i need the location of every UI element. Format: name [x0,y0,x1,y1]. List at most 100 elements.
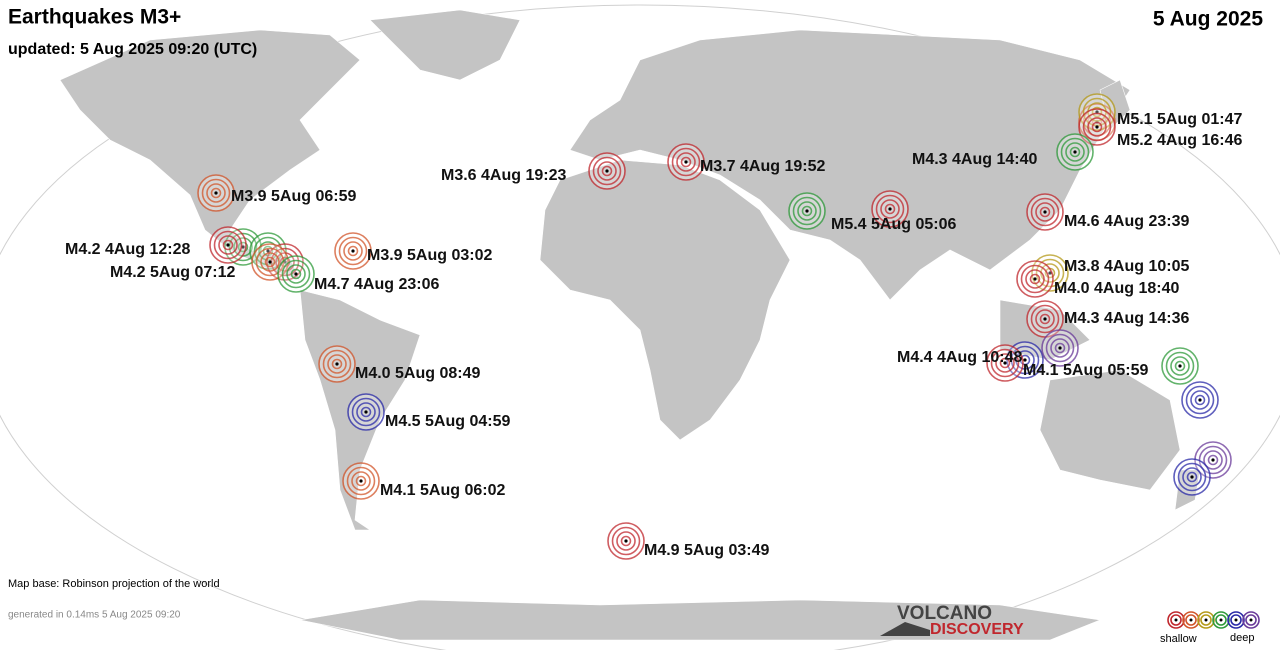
quake-ring [1035,258,1065,288]
legend [1167,611,1260,629]
quake-ring [338,236,368,266]
quake-ring [290,268,302,280]
quake-ring [1087,117,1107,137]
quake-ring [1050,338,1070,358]
quake-ring [995,353,1015,373]
quake-ring [680,156,692,168]
quake-ring [1174,360,1186,372]
quake-ring [597,161,617,181]
quake-ring [616,531,636,551]
quake-ring [346,466,376,496]
quake-center [1043,317,1047,321]
quake-label: M4.3 4Aug 14:40 [912,151,1037,168]
quake-center [1033,277,1037,281]
date: 5 Aug 2025 [1153,8,1263,31]
quake-ring [360,406,372,418]
legend-center [1204,618,1208,622]
quake-ring [201,178,231,208]
quake-ring [611,526,641,556]
quake-label: M4.4 4Aug 10:48 [897,349,1022,366]
quake-ring [1030,197,1060,227]
legend-deep: deep [1230,632,1254,644]
quake-label: M5.4 5Aug 05:06 [831,216,956,233]
quake-center [1211,458,1215,462]
quake-ring [1165,351,1195,381]
legend-center [1189,618,1193,622]
generated: generated in 0.14ms 5 Aug 2025 09:20 [8,610,181,621]
quake-center [364,410,368,414]
legend-ring [1167,611,1185,629]
quake-ring [1029,273,1041,285]
quake-ring [1045,333,1075,363]
quake-center [1023,358,1027,362]
quake-ring [1015,350,1035,370]
quake-ring [1035,202,1055,222]
quake-ring [1019,354,1031,366]
legend-ring [1227,611,1245,629]
quake-ring [213,230,243,260]
quake-center [226,243,230,247]
legend-center [1219,618,1223,622]
title: Earthquakes M3+ [8,6,181,29]
quake-center [1073,150,1077,154]
quake-center [888,207,892,211]
quake-center [684,160,688,164]
quake-ring [880,199,900,219]
quake-ring [1030,304,1060,334]
quake-ring [351,471,371,491]
quake-ring [1069,146,1081,158]
quake-ring [1091,106,1103,118]
quake-label: M4.7 4Aug 23:06 [314,276,439,293]
quake-ring [206,183,226,203]
logo-bottom: DISCOVERY [930,621,1024,638]
quake-ring [355,475,367,487]
quake-ring [875,194,905,224]
quake-label: M5.1 5Aug 01:47 [1117,111,1242,128]
legend-center [1174,618,1178,622]
quake-ring [351,397,381,427]
quake-ring [222,239,234,251]
quake-ring [1207,454,1219,466]
quake-center [1178,364,1182,368]
quake-ring [1194,394,1206,406]
legend-center [1234,618,1238,622]
quake-ring [237,241,249,253]
quake-center [1198,398,1202,402]
quake-center [1058,346,1062,350]
legend-ring [1185,614,1197,626]
quake-label: M4.0 4Aug 18:40 [1054,280,1179,297]
quake-ring [884,203,896,215]
legend-ring [1182,611,1200,629]
quake-label: M3.8 4Aug 10:05 [1064,258,1189,275]
logo-top: VOLCANO [897,603,992,624]
quake-label: M3.9 5Aug 03:02 [367,247,492,264]
legend-ring [1215,614,1227,626]
quake-label: M4.3 4Aug 14:36 [1064,310,1189,327]
quake-ring [1010,345,1040,375]
quake-ring [1203,450,1223,470]
quake-ring [322,349,352,379]
quake-ring [1039,313,1051,325]
quake-ring [676,152,696,172]
quake-ring [1065,142,1085,162]
quake-label: M4.1 5Aug 05:59 [1023,362,1148,379]
updated: updated: 5 Aug 2025 09:20 (UTC) [8,41,257,58]
quake-label: M3.6 4Aug 19:23 [441,167,566,184]
quake-ring [1190,390,1210,410]
quake-center [351,249,355,253]
legend-ring [1212,611,1230,629]
quake-center [1190,475,1194,479]
quake-ring [347,245,359,257]
quake-center [214,191,218,195]
quake-ring [801,205,813,217]
quake-ring [1060,137,1090,167]
quake-ring [999,357,1011,369]
quake-ring [1170,356,1190,376]
quake-center [1043,210,1047,214]
quake-center [294,272,298,276]
legend-center [1249,618,1253,622]
quake-ring [356,402,376,422]
quake-center [624,539,628,543]
quake-label: M4.6 4Aug 23:39 [1064,213,1189,230]
quake-label: M5.2 4Aug 16:46 [1117,132,1242,149]
